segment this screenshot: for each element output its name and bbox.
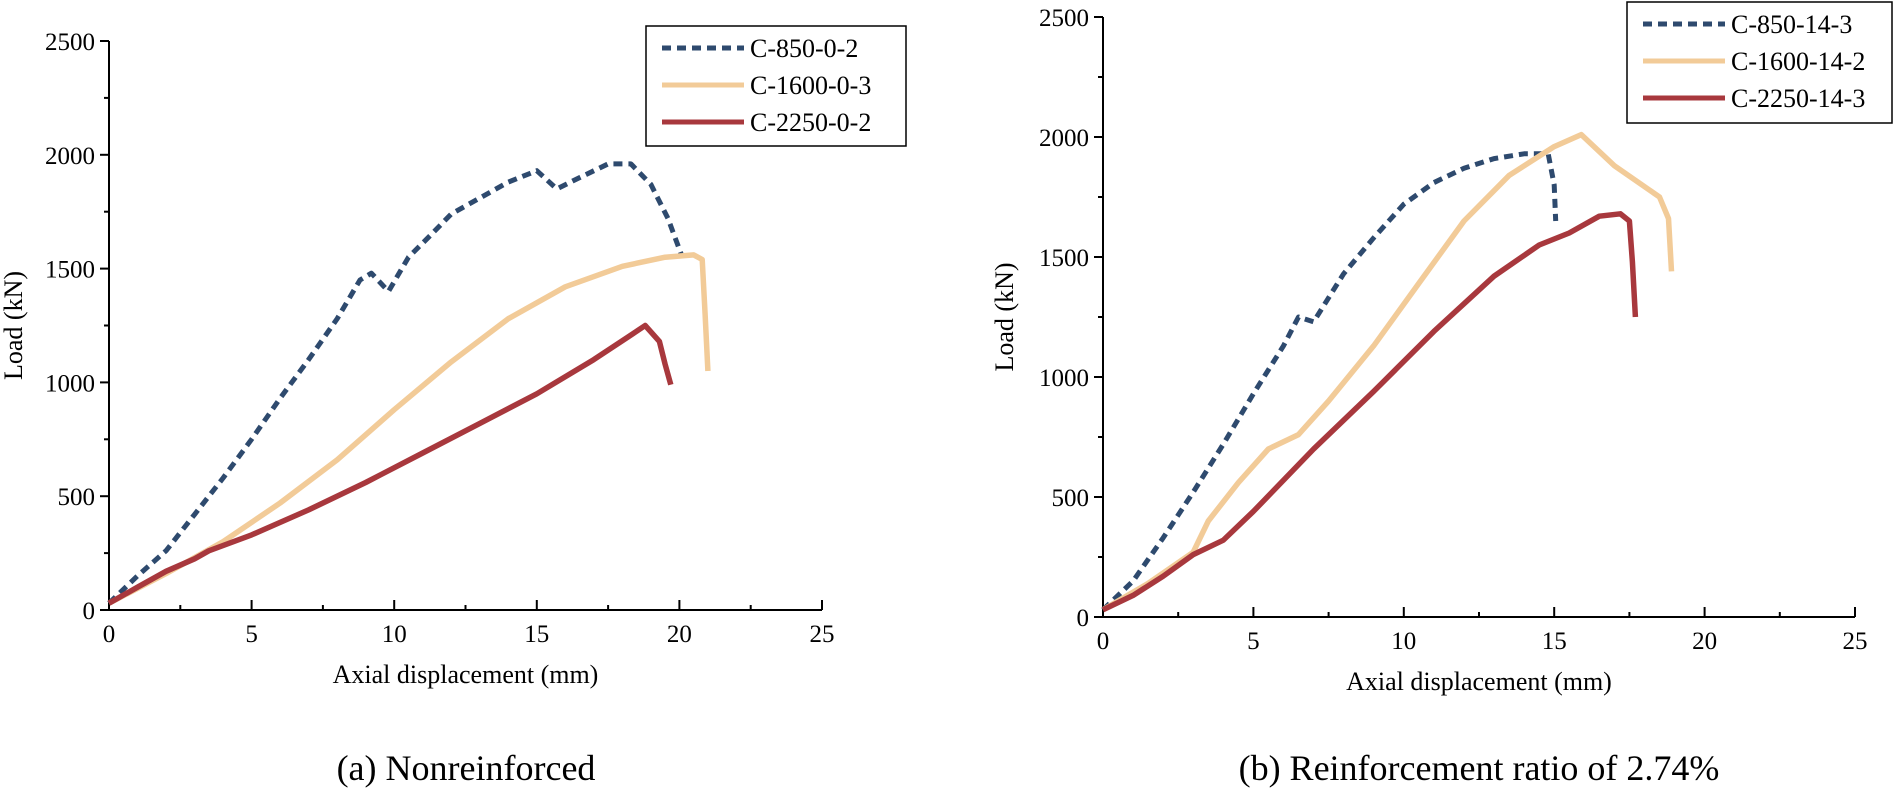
y-tick-label: 2000 [1039,125,1089,152]
x-axis-label: Axial displacement (mm) [333,660,599,689]
figure-caption: (b) Reinforcement ratio of 2.74% [1239,748,1720,788]
x-tick-label: 0 [103,621,116,648]
legend-label: C-850-0-2 [750,34,858,63]
x-tick-label: 15 [1542,628,1567,655]
y-tick-label: 500 [58,484,96,511]
chart-panel-a: 0 5 10 15 20 25 0 500 1000 1500 2000 2500 Axial disp… [0,25,907,788]
legend-label: C-850-14-3 [1731,10,1852,39]
x-tick-label: 25 [810,621,835,648]
y-axis-label: Load (kN) [990,262,1019,371]
legend-label: C-1600-0-3 [750,71,871,100]
x-tick-label: 10 [1391,628,1416,655]
x-tick-label: 20 [1692,628,1717,655]
series-line-c-850-0-2 [107,161,685,606]
series-line-c-850-14-3 [1101,151,1559,612]
x-tick-label: 5 [245,621,258,648]
y-tick-label: 1500 [1039,245,1089,272]
series-line-c-2250-0-2 [107,322,674,606]
legend-label: C-2250-0-2 [750,108,871,137]
x-tick-label: 0 [1097,628,1110,655]
y-tick-label: 1000 [1039,365,1089,392]
series-line-c-1600-0-3 [107,252,711,606]
y-tick-label: 0 [83,598,96,625]
x-tick-label: 25 [1843,628,1868,655]
y-tick-label: 2500 [45,29,95,56]
y-tick-label: 2000 [45,143,95,170]
x-tick-label: 20 [667,621,692,648]
legend-label: C-1600-14-2 [1731,47,1865,76]
chart-panel-b: 0 5 10 15 20 25 0 500 1000 1500 2000 2500 Axial disp… [990,1,1893,788]
figure-caption: (a) Nonreinforced [337,748,596,788]
legend-label: C-2250-14-3 [1731,84,1865,113]
x-axis-label: Axial displacement (mm) [1346,667,1612,696]
y-tick-label: 0 [1077,605,1090,632]
series-line-c-2250-14-3 [1101,211,1639,613]
x-tick-label: 10 [382,621,407,648]
y-tick-label: 1500 [45,257,95,284]
x-tick-label: 15 [524,621,549,648]
x-tick-label: 5 [1247,628,1260,655]
y-axis-label: Load (kN) [0,271,28,380]
y-tick-label: 1000 [45,370,95,397]
y-tick-label: 500 [1052,485,1090,512]
y-tick-label: 2500 [1039,5,1089,32]
series-line-c-1600-14-2 [1101,131,1675,613]
